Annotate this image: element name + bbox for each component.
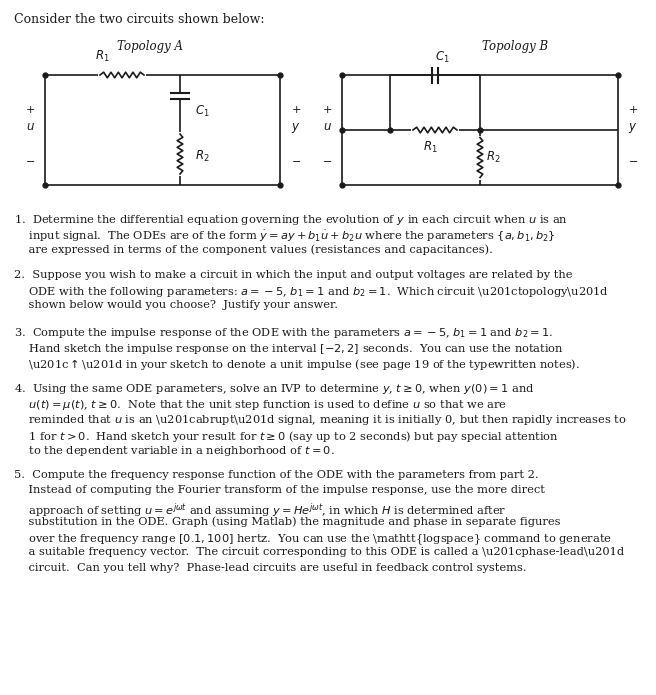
Text: $C_1$: $C_1$ <box>435 50 450 65</box>
Text: Topology B: Topology B <box>482 40 548 53</box>
Text: $R_1$: $R_1$ <box>94 49 110 64</box>
Text: to the dependent variable in a neighborhood of $t = 0$.: to the dependent variable in a neighborh… <box>14 445 335 459</box>
Text: $C_1$: $C_1$ <box>195 104 210 119</box>
Text: a suitable frequency vector.  The circuit corresponding to this ODE is called a : a suitable frequency vector. The circuit… <box>14 548 624 557</box>
Text: $y$: $y$ <box>628 121 638 135</box>
Text: 3.  Compute the impulse response of the ODE with the parameters $a = -5$, $b_1 =: 3. Compute the impulse response of the O… <box>14 326 553 340</box>
Text: +: + <box>26 105 35 115</box>
Text: $y$: $y$ <box>291 121 300 135</box>
Text: +: + <box>628 105 638 115</box>
Text: reminded that $u$ is an \u201cabrupt\u201d signal, meaning it is initially 0, bu: reminded that $u$ is an \u201cabrupt\u20… <box>14 414 626 427</box>
Text: $R_1$: $R_1$ <box>422 140 438 155</box>
Text: 5.  Compute the frequency response function of the ODE with the parameters from : 5. Compute the frequency response functi… <box>14 470 539 480</box>
Text: $-$: $-$ <box>322 155 332 165</box>
Text: 2.  Suppose you wish to make a circuit in which the input and output voltages ar: 2. Suppose you wish to make a circuit in… <box>14 270 573 279</box>
Text: +: + <box>322 105 332 115</box>
Text: over the frequency range $[0.1, 100]$ hertz.  You can use the \mathtt{logspace} : over the frequency range $[0.1, 100]$ he… <box>14 532 612 546</box>
Text: input signal.  The ODEs are of the form $\dot{y} = ay + b_1\dot{u} + b_2u$ where: input signal. The ODEs are of the form $… <box>14 229 556 244</box>
Text: +: + <box>291 105 300 115</box>
Text: shown below would you choose?  Justify your answer.: shown below would you choose? Justify yo… <box>14 300 338 311</box>
Text: $u(t) = \mu(t)$, $t \geq 0$.  Note that the unit step function is used to define: $u(t) = \mu(t)$, $t \geq 0$. Note that t… <box>14 398 507 412</box>
Text: approach of setting $u = e^{j\omega t}$ and assuming $y = He^{j\omega t}$, in wh: approach of setting $u = e^{j\omega t}$ … <box>14 501 506 520</box>
Text: Hand sketch the impulse response on the interval $[-2, 2]$ seconds.  You can use: Hand sketch the impulse response on the … <box>14 341 564 356</box>
Text: $-$: $-$ <box>628 155 638 165</box>
Text: \u201c$\uparrow$\u201d in your sketch to denote a unit impulse (see page 19 of t: \u201c$\uparrow$\u201d in your sketch to… <box>14 357 580 372</box>
Text: 1 for $t > 0$.  Hand sketch your result for $t \geq 0$ (say up to 2 seconds) but: 1 for $t > 0$. Hand sketch your result f… <box>14 429 559 444</box>
Text: substitution in the ODE. Graph (using Matlab) the magnitude and phase in separat: substitution in the ODE. Graph (using Ma… <box>14 516 560 527</box>
Text: $-$: $-$ <box>25 155 35 165</box>
Text: ODE with the following parameters: $a = -5$, $b_1 = 1$ and $b_2 = 1$.  Which cir: ODE with the following parameters: $a = … <box>14 285 609 299</box>
Text: 1.  Determine the differential equation governing the evolution of $y$ in each c: 1. Determine the differential equation g… <box>14 213 568 227</box>
Text: Consider the two circuits shown below:: Consider the two circuits shown below: <box>14 13 264 26</box>
Text: are expressed in terms of the component values (resistances and capacitances).: are expressed in terms of the component … <box>14 244 493 254</box>
Text: $R_2$: $R_2$ <box>195 149 210 163</box>
Text: Instead of computing the Fourier transform of the impulse response, use the more: Instead of computing the Fourier transfo… <box>14 486 545 496</box>
Text: $u$: $u$ <box>26 120 35 133</box>
Text: $u$: $u$ <box>323 120 331 133</box>
Text: $R_2$: $R_2$ <box>486 150 501 165</box>
Text: circuit.  Can you tell why?  Phase-lead circuits are useful in feedback control : circuit. Can you tell why? Phase-lead ci… <box>14 563 527 573</box>
Text: Topology A: Topology A <box>117 40 183 53</box>
Text: 4.  Using the same ODE parameters, solve an IVP to determine $y$, $t \geq 0$, wh: 4. Using the same ODE parameters, solve … <box>14 382 535 397</box>
Text: $-$: $-$ <box>291 155 301 165</box>
